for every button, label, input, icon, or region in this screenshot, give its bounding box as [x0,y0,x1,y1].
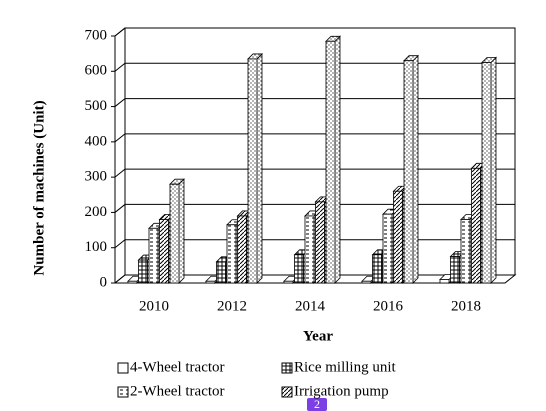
bar-front [325,40,336,284]
bar-side [412,54,419,284]
y-tick-label: 500 [85,98,108,114]
x-axis-title: Year [303,328,333,344]
bar-front [159,219,169,284]
y-tick-label: 400 [85,133,108,149]
bar [247,52,263,284]
bar [325,35,341,284]
bar-front [247,58,258,284]
legend-label: 4-Wheel tractor [130,359,225,375]
bar-front [237,215,247,284]
bar [403,54,419,284]
bar [169,178,185,284]
bar-side [490,56,497,284]
bar-side [178,178,185,284]
bar-front [169,183,180,284]
bar-front [481,62,492,284]
grid-line [114,168,515,178]
legend-swatch [117,362,129,374]
bar-front [450,256,460,284]
bar-front [148,227,159,284]
y-tick-label: 600 [85,63,108,79]
badge-box [307,398,327,411]
bar-front [294,254,304,284]
bar-front [216,261,226,284]
x-tick-label: 2018 [451,298,481,314]
y-tick-label: 700 [85,27,108,43]
y-tick-label: 0 [100,274,108,290]
legend-label: Rice milling unit [294,359,396,375]
bar-front [361,280,372,284]
bar-front [127,280,138,284]
bar-side [256,52,263,284]
y-axis-title: Number of machines (Unit) [31,100,47,275]
grid-line [114,27,515,37]
bar-front [138,259,148,284]
legend-label: Irrigation pump [294,383,389,399]
legend-label: 2-Wheel tractor [130,383,225,399]
bar [481,56,497,284]
bar-front [382,213,393,284]
grid-line [114,98,515,107]
y-tick-label: 300 [85,169,108,185]
x-tick-label: 2012 [217,298,247,314]
bar-front [283,280,294,284]
y-tick-label: 200 [85,204,108,220]
grid-line [114,133,515,143]
bar-front [439,279,450,284]
x-tick-label: 2010 [139,298,169,314]
grid-line [114,62,515,72]
bar-front [393,190,403,284]
bar-front [304,215,315,284]
badge-text: 2 [314,397,320,411]
x-tick-label: 2014 [295,298,326,314]
grid-line [114,203,515,213]
y-tick-label: 100 [85,239,108,255]
legend-swatch [117,386,129,398]
x-tick-label: 2016 [373,298,404,314]
bar-front [315,201,325,284]
bar-side [334,35,341,284]
bar-front [460,219,471,284]
bar-front [205,280,216,284]
bar-front [403,60,414,284]
legend-swatch [281,362,293,374]
legend-swatch [281,386,293,398]
badge: 2 [307,397,327,411]
bar-front [471,167,481,284]
bar-front [372,254,382,284]
bar-front [226,224,237,284]
